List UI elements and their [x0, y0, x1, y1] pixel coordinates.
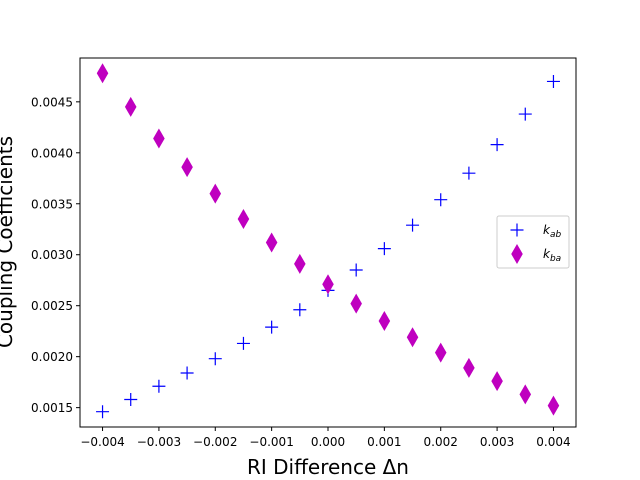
- x-tick-label: 0.001: [367, 435, 401, 449]
- point-k-ba: [463, 357, 475, 378]
- y-tick-label: 0.0035: [31, 197, 73, 211]
- point-k-ba: [124, 96, 137, 117]
- point-k-ab: [96, 405, 110, 419]
- y-tick-label: 0.0030: [31, 248, 73, 262]
- point-k-ba: [265, 232, 278, 253]
- legend-label-k-ba: kba: [543, 247, 561, 264]
- x-tick-label: 0.004: [536, 435, 570, 449]
- point-k-ba: [434, 342, 447, 363]
- point-k-ab: [124, 392, 138, 406]
- y-axis: 0.0015 0.0020 0.0025 0.0030 0.0035 0.0040 0.00…: [31, 95, 80, 415]
- point-k-ba: [153, 128, 165, 149]
- x-axis: −0.004 −0.003 −0.002 −0.001 0.000 0.001 0.002 0…: [80, 427, 571, 449]
- x-tick-label: −0.003: [137, 435, 181, 449]
- y-tick-label: 0.0015: [31, 401, 73, 415]
- x-tick-label: −0.002: [193, 435, 237, 449]
- point-k-ab: [377, 242, 391, 256]
- y-tick-label: 0.0020: [31, 350, 73, 364]
- point-k-ba: [491, 371, 503, 392]
- point-k-ab: [546, 74, 560, 88]
- point-k-ba: [96, 63, 109, 84]
- plot-area: [80, 58, 576, 427]
- point-k-ba: [350, 293, 362, 314]
- point-k-ab: [462, 166, 476, 180]
- legend-label-k-ab: kab: [543, 223, 561, 240]
- point-k-ba: [181, 157, 193, 178]
- x-tick-label: −0.004: [80, 435, 124, 449]
- legend-marker-k-ab: [510, 223, 524, 237]
- point-k-ab: [236, 336, 250, 350]
- y-tick-label: 0.0040: [31, 146, 73, 160]
- point-k-ba: [237, 209, 250, 230]
- point-k-ba: [519, 384, 532, 405]
- point-k-ab: [490, 138, 504, 152]
- point-k-ab: [208, 352, 222, 366]
- x-tick-label: 0.002: [424, 435, 458, 449]
- point-k-ab: [293, 303, 307, 317]
- point-k-ab: [265, 320, 279, 334]
- x-tick-label: 0.000: [311, 435, 345, 449]
- point-k-ba: [547, 395, 560, 416]
- point-k-ab: [349, 263, 363, 277]
- legend-marker-k-ba: [511, 244, 523, 264]
- point-k-ab: [180, 366, 194, 380]
- point-k-ba: [322, 274, 334, 295]
- y-axis-title: Coupling Coefficients: [0, 136, 17, 348]
- point-k-ab: [406, 218, 420, 232]
- point-k-ba: [294, 253, 306, 274]
- data-marks: [96, 63, 560, 419]
- x-tick-label: 0.003: [480, 435, 514, 449]
- point-k-ab: [152, 379, 166, 393]
- y-tick-label: 0.0025: [31, 299, 73, 313]
- y-tick-label: 0.0045: [31, 95, 73, 109]
- point-k-ab: [434, 193, 448, 207]
- point-k-ba: [378, 310, 391, 331]
- point-k-ba: [209, 183, 222, 204]
- legend: kab kba: [496, 215, 570, 269]
- point-k-ab: [518, 107, 532, 121]
- x-tick-label: −0.001: [249, 435, 293, 449]
- x-axis-title: RI Difference Δn: [247, 455, 409, 479]
- point-k-ba: [406, 327, 419, 348]
